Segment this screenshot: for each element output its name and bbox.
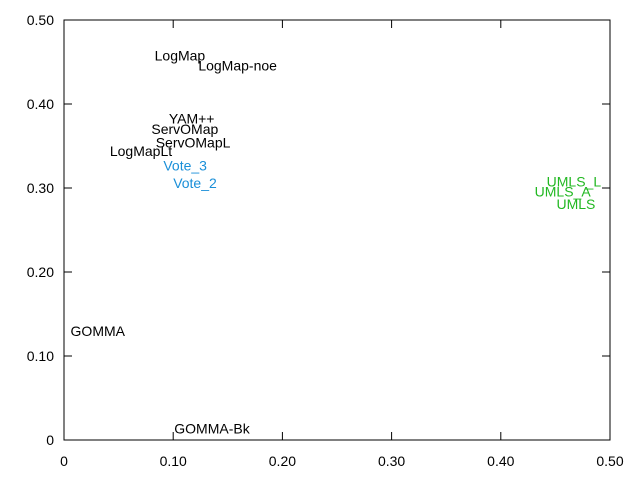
point-label: Vote_2 [173, 175, 217, 191]
point-label: ServOMapL [156, 135, 231, 151]
y-tick-label: 0.40 [27, 96, 54, 112]
y-tick-label: 0.10 [27, 348, 54, 364]
point-label: UMLS [556, 196, 595, 212]
x-tick-label: 0.30 [378, 453, 405, 469]
point-label: UMLS_A [535, 183, 592, 199]
x-tick-label: 0 [60, 453, 68, 469]
axis-ticks: 0 0.10 0.20 0.30 0.40 0.50 0 0.10 0.20 0.30 0.40 0.… [27, 12, 624, 469]
x-tick-label: 0.40 [487, 453, 514, 469]
y-tick-label: 0.30 [27, 180, 54, 196]
plot-frame [63, 19, 611, 441]
point-label: GOMMA [71, 323, 126, 339]
point-label: GOMMA-Bk [174, 420, 250, 436]
x-tick-label: 0.50 [596, 453, 623, 469]
point-label: YAM++ [169, 110, 215, 126]
point-label: UMLS_L [547, 173, 602, 189]
point-label: LogMapLt [110, 143, 172, 159]
x-tick-label: 0.10 [160, 453, 187, 469]
y-tick-label: 0 [46, 432, 54, 448]
point-label: LogMap [155, 47, 206, 63]
point-label: Vote_3 [163, 157, 207, 173]
y-tick-label: 0.50 [27, 12, 54, 28]
x-tick-label: 0.20 [269, 453, 296, 469]
y-tick-label: 0.20 [27, 264, 54, 280]
point-label: ServOMap [151, 121, 218, 137]
point-label: LogMap-noe [198, 57, 277, 73]
